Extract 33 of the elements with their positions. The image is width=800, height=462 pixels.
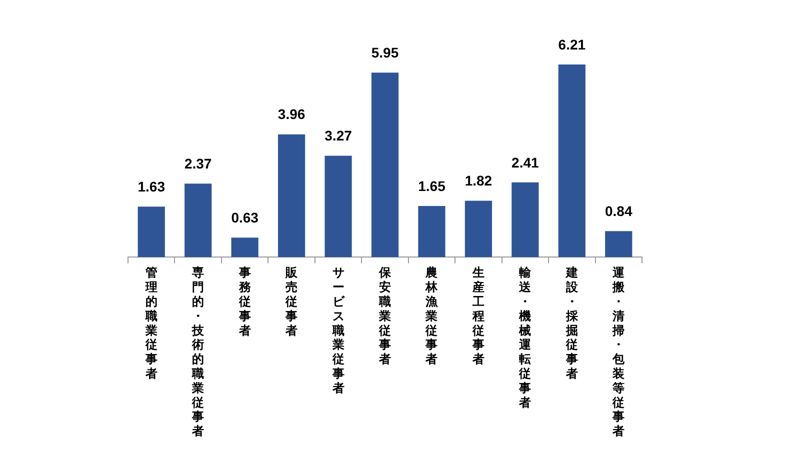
bar xyxy=(418,206,446,258)
x-tick-label: 生産工程従事者 xyxy=(471,266,484,366)
x-tick-label: 販売従事者 xyxy=(284,266,299,338)
x-tick-label: 建設・採掘従事者 xyxy=(564,266,579,381)
data-label: 0.63 xyxy=(231,210,259,226)
data-label: 2.37 xyxy=(184,156,212,172)
x-tick-label: 保安職業従事者 xyxy=(378,266,392,366)
data-label: 3.27 xyxy=(324,128,352,144)
data-label: 0.84 xyxy=(605,202,632,219)
data-label: 2.41 xyxy=(512,154,540,170)
bar xyxy=(558,64,586,258)
data-label: 1.63 xyxy=(138,178,166,194)
category-label: 専門的・技術的職業従事者 xyxy=(192,266,204,438)
bar xyxy=(464,200,492,258)
data-label: 1.65 xyxy=(418,178,446,194)
bar xyxy=(371,72,399,258)
bar xyxy=(324,156,352,258)
data-label: 6.21 xyxy=(558,36,586,52)
bar xyxy=(138,206,165,258)
x-tick-label: 管理的職業従事者 xyxy=(144,266,158,381)
data-label: 3.96 xyxy=(278,106,306,122)
bar xyxy=(278,134,306,258)
category-label: 運搬・清掃・包装等従事者 xyxy=(612,266,625,438)
category-label: 輸送・機械運転従事者 xyxy=(519,266,532,410)
category-label: サービス職業従事者 xyxy=(332,266,344,395)
bar xyxy=(184,184,212,258)
data-label: 1.82 xyxy=(464,172,492,189)
bar xyxy=(605,231,632,258)
bar xyxy=(231,238,258,258)
data-label: 5.95 xyxy=(371,44,399,60)
x-tick-label: 農林漁業従事者 xyxy=(424,266,439,366)
x-tick-label: 事務従事者 xyxy=(238,266,252,338)
bar xyxy=(512,182,539,258)
